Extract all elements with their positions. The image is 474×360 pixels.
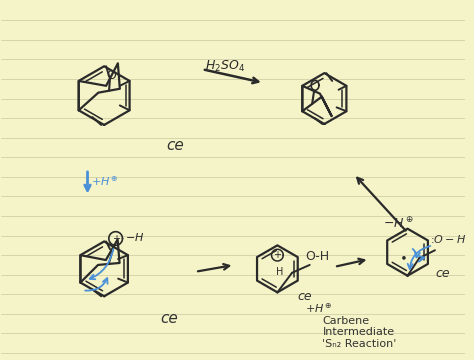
Text: $+H^\oplus$: $+H^\oplus$ — [91, 175, 119, 188]
Text: +: + — [273, 250, 282, 260]
Text: $-H$: $-H$ — [126, 230, 145, 243]
Text: $\bullet$: $\bullet$ — [399, 251, 407, 264]
Text: ce: ce — [435, 267, 449, 280]
Text: $\colon O-H$: $\colon O-H$ — [430, 233, 466, 245]
Text: +: + — [112, 234, 119, 243]
Text: O-H: O-H — [305, 250, 329, 263]
Text: ce: ce — [160, 311, 178, 326]
Text: ce: ce — [297, 291, 311, 303]
Text: $-H^\oplus$: $-H^\oplus$ — [383, 216, 414, 231]
Text: $+H^\oplus$: $+H^\oplus$ — [305, 302, 332, 315]
Text: $H_2SO_4$: $H_2SO_4$ — [205, 59, 245, 75]
Text: O: O — [106, 69, 116, 82]
Text: ce: ce — [166, 138, 183, 153]
Text: Carbene
Intermediate
'Sₙ₂ Reaction': Carbene Intermediate 'Sₙ₂ Reaction' — [322, 316, 397, 349]
Text: H: H — [276, 267, 283, 277]
